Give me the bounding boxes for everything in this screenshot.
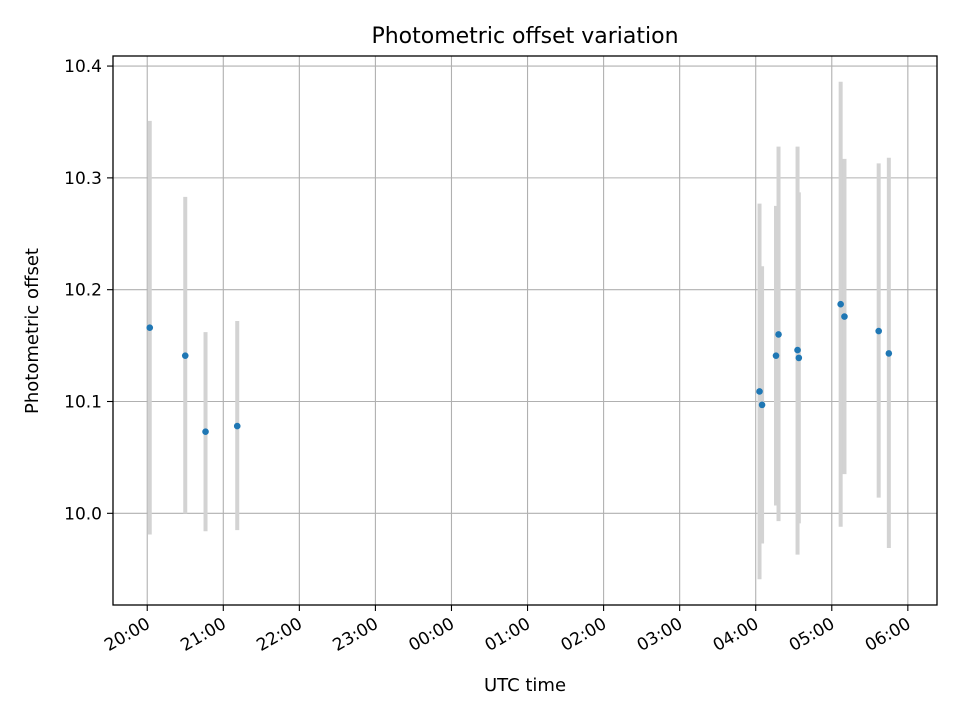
data-point bbox=[756, 388, 763, 395]
data-point bbox=[775, 331, 782, 338]
y-tick-label: 10.2 bbox=[64, 281, 102, 301]
data-point bbox=[181, 352, 189, 359]
data-point bbox=[837, 300, 844, 308]
chart-title: Photometric offset variation bbox=[371, 24, 678, 49]
data-point bbox=[841, 313, 848, 320]
data-point bbox=[772, 352, 780, 359]
data-points bbox=[146, 300, 893, 435]
data-point bbox=[885, 350, 893, 357]
y-tick-label: 10.1 bbox=[64, 393, 102, 413]
data-point bbox=[233, 422, 241, 430]
data-point bbox=[146, 324, 154, 332]
y-tick-label: 10.3 bbox=[64, 169, 102, 189]
data-point bbox=[202, 428, 209, 435]
y-axis-ticks: 10.0 10.1 10.2 10.3 10.4 bbox=[64, 57, 113, 524]
y-tick-label: 10.4 bbox=[64, 57, 102, 77]
y-axis-label: Photometric offset bbox=[22, 248, 43, 414]
data-point bbox=[875, 327, 882, 335]
data-point bbox=[794, 346, 801, 354]
data-point bbox=[758, 401, 766, 409]
data-point bbox=[795, 354, 803, 362]
y-tick-label: 10.0 bbox=[64, 504, 102, 524]
x-axis-label: UTC time bbox=[484, 675, 566, 696]
plot-frame bbox=[112, 55, 938, 606]
